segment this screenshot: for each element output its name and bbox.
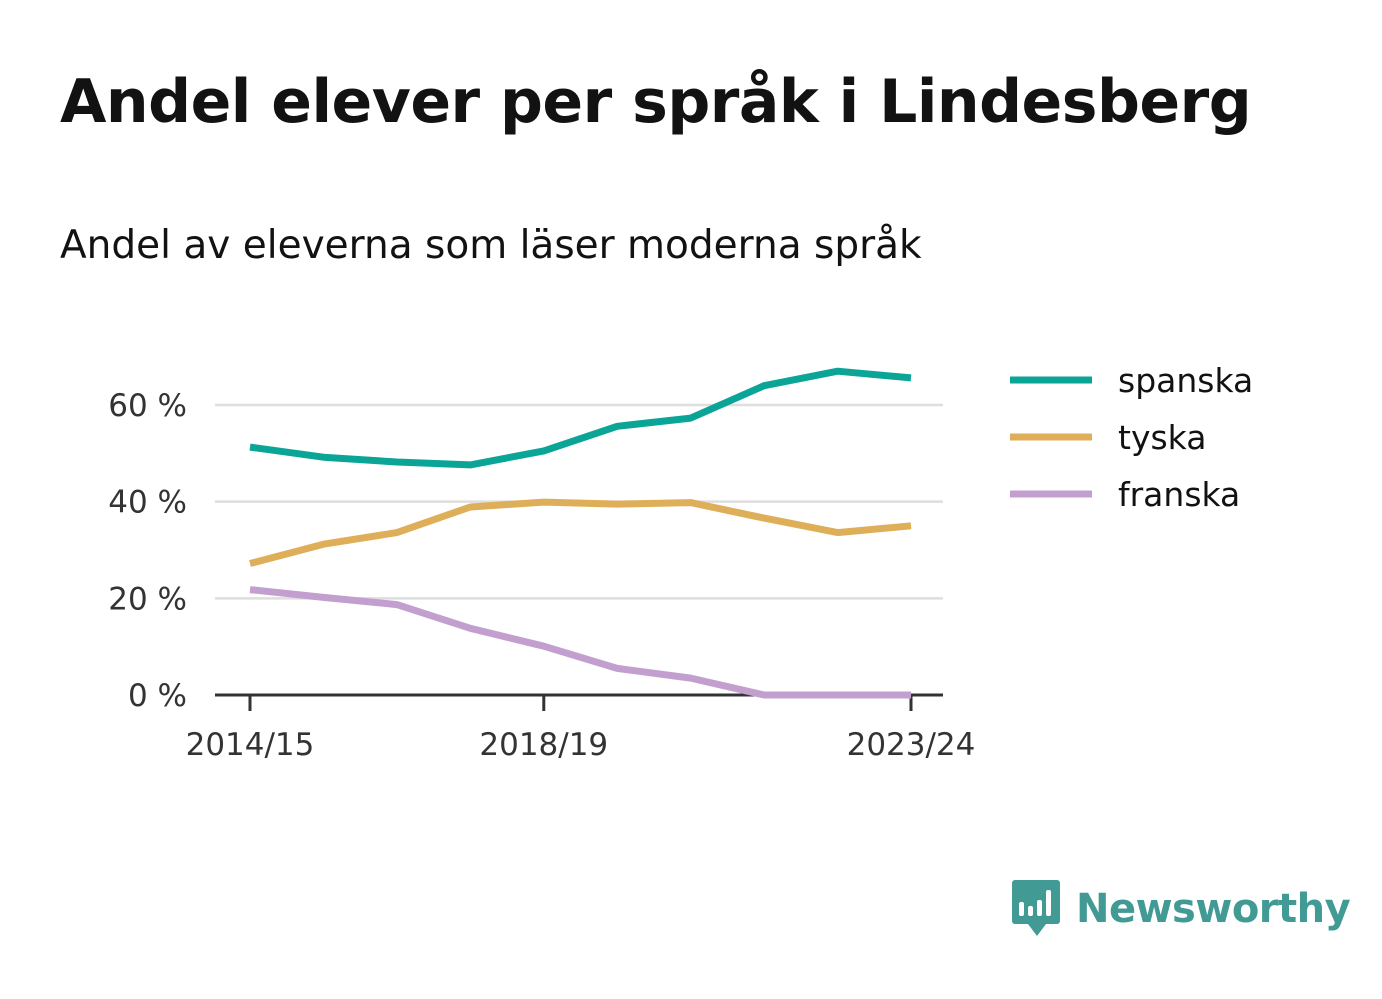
y-tick-label: 60 % — [108, 388, 187, 424]
series-lines — [249, 367, 912, 699]
legend-label-tyska: tyska — [1118, 418, 1206, 457]
series-line-tyska — [249, 498, 912, 567]
brand-name: Newsworthy — [1076, 886, 1351, 932]
brand-logo: Newsworthy — [1010, 878, 1351, 940]
chart-subtitle: Andel av eleverna som läser moderna språ… — [60, 223, 922, 268]
x-tick-label: 2018/19 — [479, 727, 608, 763]
y-tick-label: 20 % — [108, 581, 187, 617]
y-tick-label: 0 % — [128, 678, 187, 714]
legend: spanska tyska franska — [1010, 361, 1253, 514]
series-line-franska — [249, 586, 911, 699]
line-chart: 0 % 20 % 40 % 60 % 2014/15 2018/19 2023/24 spa… — [108, 361, 1253, 763]
series-line-spanska — [249, 367, 912, 469]
x-tick-label: 2023/24 — [847, 727, 976, 763]
x-tick-label: 2014/15 — [186, 727, 315, 763]
y-tick-label: 40 % — [108, 485, 187, 521]
chart-title: Andel elever per språk i Lindesberg — [60, 67, 1252, 137]
chat-bubble-bar-chart-icon — [1012, 880, 1060, 936]
legend-label-franska: franska — [1118, 475, 1240, 514]
legend-label-spanska: spanska — [1118, 361, 1253, 400]
axes: 0 % 20 % 40 % 60 % 2014/15 2018/19 2023/24 — [108, 388, 975, 763]
